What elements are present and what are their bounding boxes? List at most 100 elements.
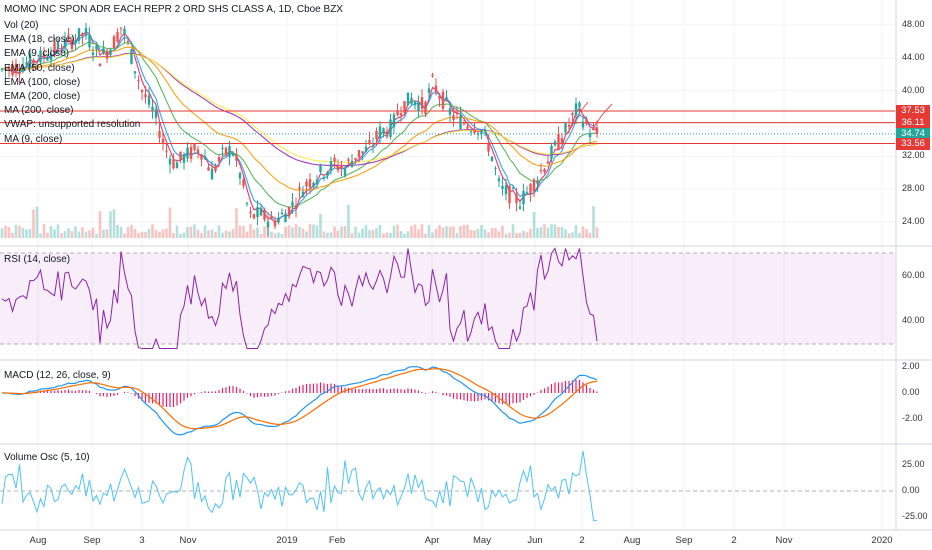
volume-bar bbox=[49, 226, 53, 238]
time-tick-label: 2 bbox=[731, 535, 737, 546]
price-tag: 33.56 bbox=[896, 137, 930, 150]
candle-body bbox=[308, 179, 312, 188]
volume-bar bbox=[532, 211, 536, 238]
volume-bar bbox=[525, 232, 529, 238]
volume-bar bbox=[98, 211, 102, 238]
volume-bar bbox=[578, 232, 581, 238]
volume-bar bbox=[165, 228, 168, 238]
volume-bar bbox=[490, 228, 494, 238]
candle-body bbox=[84, 28, 88, 36]
volume-bar bbox=[431, 232, 434, 238]
volume-bar bbox=[452, 226, 455, 238]
volume-bar bbox=[557, 226, 560, 238]
candle-body bbox=[53, 41, 56, 54]
candle-body bbox=[249, 211, 252, 214]
candle-body bbox=[585, 119, 588, 125]
macd-line bbox=[1, 366, 598, 436]
candle-body bbox=[340, 165, 343, 169]
volume-bar bbox=[305, 231, 308, 238]
volume-bar bbox=[74, 226, 77, 238]
volume-bar bbox=[469, 229, 473, 238]
candle-body bbox=[371, 145, 375, 147]
candle-body bbox=[203, 157, 207, 160]
volume-bar bbox=[308, 224, 312, 238]
volume-bar bbox=[291, 227, 294, 238]
volume-bar bbox=[378, 224, 382, 238]
volume-bar bbox=[112, 209, 116, 238]
volume-bar bbox=[445, 226, 448, 238]
volume-bar bbox=[270, 231, 273, 238]
candle-body bbox=[532, 179, 536, 192]
moving-average-line bbox=[1, 53, 598, 164]
vosc-tick-label: -25.00 bbox=[902, 511, 928, 522]
indicator-label: EMA (200, close) bbox=[4, 91, 81, 102]
volume-bar bbox=[28, 229, 32, 238]
volume-osc-line bbox=[1, 451, 597, 521]
candle-body bbox=[11, 64, 14, 76]
candle-body bbox=[406, 92, 410, 106]
volume-bar bbox=[14, 224, 18, 238]
candle-body bbox=[504, 185, 508, 195]
candle-body bbox=[592, 128, 595, 130]
candle-body bbox=[165, 150, 168, 152]
candle-body bbox=[193, 144, 196, 150]
volume-bar bbox=[455, 232, 459, 238]
volume-bar bbox=[427, 224, 431, 238]
volume-bar bbox=[161, 229, 165, 238]
candle-body bbox=[336, 166, 340, 171]
volume-bar bbox=[88, 230, 91, 238]
candle-body bbox=[77, 28, 81, 41]
rsi-tick-label: 60.00 bbox=[902, 269, 925, 280]
volume-bar bbox=[529, 228, 532, 238]
candle-body bbox=[7, 66, 11, 70]
volume-bar bbox=[504, 233, 508, 238]
candle-body bbox=[511, 187, 515, 189]
candle-body bbox=[487, 142, 490, 152]
candle-body bbox=[368, 139, 371, 144]
candle-body bbox=[266, 221, 270, 228]
volume-bar bbox=[179, 233, 182, 238]
vosc-tick-label: 0.00 bbox=[902, 485, 920, 495]
candle-body bbox=[319, 164, 322, 172]
pane-separators bbox=[0, 0, 932, 531]
volume-bar bbox=[172, 233, 175, 238]
candle-body bbox=[109, 49, 112, 55]
rsi-band bbox=[0, 253, 895, 344]
time-tick-label: 2019 bbox=[276, 535, 298, 546]
volume-bars bbox=[0, 204, 599, 238]
volume-bar bbox=[67, 228, 70, 238]
candle-body bbox=[357, 150, 361, 158]
volume-bar bbox=[130, 224, 133, 238]
volume-bar bbox=[102, 229, 105, 238]
candle-body bbox=[571, 113, 574, 115]
candle-body bbox=[574, 103, 578, 116]
volume-bar bbox=[60, 233, 63, 238]
rsi-pane bbox=[0, 247, 895, 350]
price-tag: 37.53 bbox=[896, 104, 930, 117]
candle-body bbox=[63, 39, 67, 49]
candle-body bbox=[137, 80, 140, 82]
volume-bar bbox=[438, 225, 441, 238]
candle-body bbox=[497, 178, 501, 182]
volume-bar bbox=[382, 233, 385, 238]
volume-bar bbox=[515, 232, 518, 238]
candle-body bbox=[259, 207, 263, 216]
moving-average-line bbox=[1, 41, 598, 209]
rsi-label: RSI (14, close) bbox=[4, 254, 71, 265]
indicator-label: EMA (50, close) bbox=[4, 62, 75, 74]
trend-line bbox=[591, 103, 613, 131]
volume-bar bbox=[301, 228, 305, 238]
chart-title: MOMO INC SPON ADR EACH REPR 2 ORD SHS CL… bbox=[4, 4, 343, 15]
time-tick-label: Apr bbox=[424, 535, 440, 546]
candle-body bbox=[270, 215, 273, 220]
candle-body bbox=[49, 53, 53, 60]
volume-bar bbox=[564, 229, 567, 238]
candle-body bbox=[588, 134, 592, 138]
candle-body bbox=[392, 114, 396, 128]
candle-body bbox=[158, 131, 161, 138]
candle-body bbox=[182, 154, 186, 163]
candle-body bbox=[490, 156, 494, 161]
candle-body bbox=[501, 185, 504, 190]
candle-body bbox=[224, 147, 228, 155]
